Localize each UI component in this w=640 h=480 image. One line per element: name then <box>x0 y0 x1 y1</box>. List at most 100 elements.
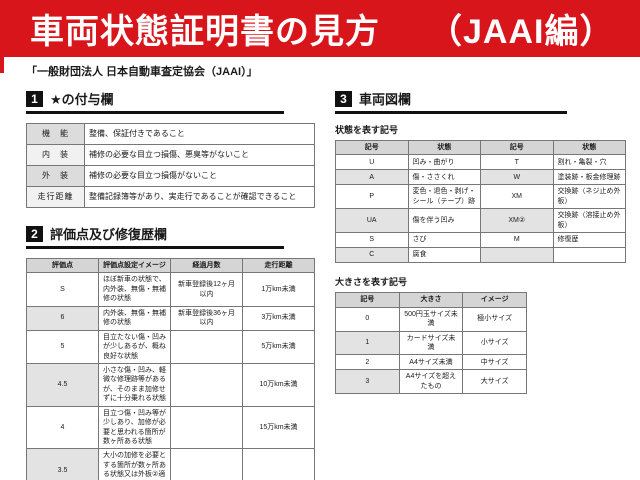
table-cell: ほぼ新車の状態で、内外装、無傷・無補修の状態 <box>98 272 171 307</box>
column-header: 評価点設定イメージ <box>98 257 171 274</box>
table-cell: 内外装、無傷・無補修の状態 <box>98 305 171 331</box>
table-row: C 腐食 <box>335 247 626 264</box>
section3-number: 3 <box>335 90 352 107</box>
table-cell: 10万km未満 <box>242 362 315 407</box>
table-cell: 走行距離 <box>26 186 85 208</box>
table-cell: P <box>335 184 409 210</box>
section3-header: 3 車両図欄 <box>335 89 567 114</box>
table-header-row: 評価点 評価点設定イメージ 経過月数 走行距離 <box>26 257 315 274</box>
table-cell: T <box>480 154 554 171</box>
column-header: 経過月数 <box>170 257 243 274</box>
table-cell: 整備、保証付きであること <box>84 123 315 145</box>
table-row: UA 傷を伴う凹み XM② 交換跡（溶接止め外板） <box>335 208 626 234</box>
issuer-subtitle: 「一般財団法人 日本自動車査定協会（JAAI）」 <box>26 66 258 78</box>
table-row: 4 目立つ傷・凹み等が少しあり、加修が必要と思われる箇所が数ヶ所ある状態 15万km… <box>26 405 315 450</box>
column-header: 記号 <box>480 139 554 156</box>
section1-title: ★の付与欄 <box>50 92 114 107</box>
table-cell: U <box>335 154 409 171</box>
table-cell: 傷を伴う凹み <box>407 208 481 234</box>
table-cell: 小さな傷・凹み、軽微な修理跡等があるが、そのまま加修せずに十分乗れる状態 <box>98 362 171 407</box>
table-cell: 2 <box>335 354 400 371</box>
table-cell: A <box>335 169 409 186</box>
table-cell: 極小サイズ <box>462 306 527 332</box>
table-cell: S <box>26 272 99 307</box>
table-cell: 中サイズ <box>462 354 527 371</box>
table-cell <box>170 405 243 450</box>
page-title: 車両状態証明書の見方 <box>30 13 380 51</box>
table-row: S ほぼ新車の状態で、内外装、無傷・無補修の状態 新車登録後12ヶ月以内 1万km未満 <box>26 272 315 307</box>
table-row: 機 能整備、保証付きであること <box>26 123 315 145</box>
table-cell <box>242 448 315 480</box>
table-cell: 変色・退色・剥げ・シール（テープ）跡 <box>407 184 481 210</box>
table-cell: 500円玉サイズ未満 <box>398 306 464 332</box>
table-cell: 補修の必要な目立つ損傷がないこと <box>84 165 315 187</box>
condition-symbols-table: 記号 状態 記号 状態 U 凹み・曲がり T 割れ・亀裂・穴 A 傷・ささくれ W 塗装跡・板金修理跡… <box>335 139 626 264</box>
table-cell: 腐食 <box>407 247 481 264</box>
size-symbols-table: 記号 大きさ イメージ 0 500円玉サイズ未満 極小サイズ 1 カードサイズ未満 小サイズ 2 A… <box>335 292 527 395</box>
table-cell: 修復歴 <box>552 232 626 249</box>
table-cell: S <box>335 232 409 249</box>
table-cell: 補修の必要な目立つ損傷、悪臭等がないこと <box>84 144 315 166</box>
column-header: 記号 <box>335 292 400 308</box>
left-column: 1 ★の付与欄 機 能整備、保証付きであること内 装補修の必要な目立つ損傷、悪臭… <box>26 83 315 480</box>
star-criteria-table: 機 能整備、保証付きであること内 装補修の必要な目立つ損傷、悪臭等がないこと外 … <box>26 123 315 208</box>
table-cell: 4 <box>26 405 99 450</box>
page-title-edition: （JAAI編） <box>428 13 615 51</box>
column-header: イメージ <box>462 292 527 308</box>
table-cell: 交換跡（溶接止め外板） <box>552 208 626 234</box>
table-cell: 目立たない傷・凹みが少しあるが、概ね良好な状態 <box>98 329 171 364</box>
table-cell: 新車登録後36ヶ月以内 <box>170 305 243 331</box>
table-cell: 大サイズ <box>462 369 527 395</box>
column-header: 評価点 <box>26 257 99 274</box>
table-row: A 傷・ささくれ W 塗装跡・板金修理跡 <box>335 169 626 186</box>
column-header: 走行距離 <box>242 257 315 274</box>
left-accent-bar <box>0 57 4 73</box>
table-cell: 整備記録簿等があり、実走行であることが確認できること <box>84 186 315 208</box>
table-cell: 1万km未満 <box>242 272 315 307</box>
content-columns: 1 ★の付与欄 機 能整備、保証付きであること内 装補修の必要な目立つ損傷、悪臭… <box>0 83 640 480</box>
table-cell: 1 <box>335 330 400 356</box>
section1-header: 1 ★の付与欄 <box>26 89 284 114</box>
column-header: 記号 <box>335 139 409 156</box>
table-row: U 凹み・曲がり T 割れ・亀裂・穴 <box>335 154 626 171</box>
section1-number: 1 <box>26 90 43 107</box>
table-row: 5 目立たない傷・凹みが少しあるが、概ね良好な状態 5万km未満 <box>26 329 315 364</box>
table-cell: 0 <box>335 306 400 332</box>
table-row: 1 カードサイズ未満 小サイズ <box>335 330 527 356</box>
section2-title: 評価点及び修復歴欄 <box>50 227 168 242</box>
table-row: 3.5大小の加修を必要とする箇所が数ヶ所ある状態又は外板②適用車 <box>26 448 315 480</box>
table-cell: 目立つ傷・凹み等が少しあり、加修が必要と思われる箇所が数ヶ所ある状態 <box>98 405 171 450</box>
table-cell: 15万km未満 <box>242 405 315 450</box>
table-cell: 凹み・曲がり <box>407 154 481 171</box>
table-row: 2 A4サイズ未満 中サイズ <box>335 354 527 371</box>
table-row: 0 500円玉サイズ未満 極小サイズ <box>335 306 527 332</box>
table-row: 4.5 小さな傷・凹み、軽微な修理跡等があるが、そのまま加修せずに十分乗れる状態 1… <box>26 362 315 407</box>
table-cell: 内 装 <box>26 144 85 166</box>
table-row: 走行距離 整備記録簿等があり、実走行であることが確認できること <box>26 186 315 208</box>
table-row: 外 装補修の必要な目立つ損傷がないこと <box>26 165 315 187</box>
table-cell: XM <box>480 184 554 210</box>
table-cell <box>170 329 243 364</box>
table-cell: A4サイズを超えたもの <box>398 369 464 395</box>
table-cell: カードサイズ未満 <box>398 330 464 356</box>
table-cell: 機 能 <box>26 123 85 145</box>
table-cell: A4サイズ未満 <box>398 354 464 371</box>
table-cell <box>170 362 243 407</box>
table-cell: 傷・ささくれ <box>407 169 481 186</box>
table-cell: M <box>480 232 554 249</box>
table-header-row: 記号 大きさ イメージ <box>335 292 527 308</box>
column-header: 大きさ <box>398 292 464 308</box>
table-header-row: 記号 状態 記号 状態 <box>335 139 626 156</box>
table-cell: UA <box>335 208 409 234</box>
table-cell: XM② <box>480 208 554 234</box>
table-cell: 外 装 <box>26 165 85 187</box>
table-cell: 割れ・亀裂・穴 <box>552 154 626 171</box>
title-banner: 車両状態証明書の見方 （JAAI編） <box>0 0 640 57</box>
table-cell: C <box>335 247 409 264</box>
table-row: S さび M 修復歴 <box>335 232 626 249</box>
table-cell: 3万km未満 <box>242 305 315 331</box>
column-header: 状態 <box>407 139 481 156</box>
section3-title: 車両図欄 <box>359 92 412 107</box>
table-cell: 大小の加修を必要とする箇所が数ヶ所ある状態又は外板②適用車 <box>98 448 171 480</box>
size-symbols-label: 大きさを表す記号 <box>335 277 408 288</box>
